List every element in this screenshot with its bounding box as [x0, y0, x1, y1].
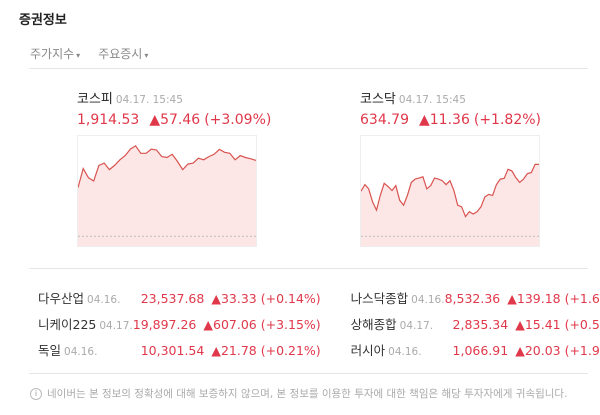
- index-date: 04.16.: [411, 294, 445, 306]
- page-title: 증권정보: [19, 13, 67, 28]
- index-change: ▲11.36: [419, 112, 470, 128]
- disclaimer-text: 네이버는 본 정보의 정확성에 대해 보증하지 않으며, 본 정보를 이용한 투…: [47, 388, 568, 400]
- index-date: 04.17.: [99, 320, 133, 332]
- list-item[interactable]: 니케이225 04.17. 19,897.26 ▲607.06 (+3.15%): [38, 314, 321, 333]
- world-index-list: 다우산업 04.16. 23,537.68 ▲33.33 (+0.14%) 나스닥종합…: [38, 288, 600, 359]
- kosdaq-card[interactable]: 코스닥 04.17. 15:45 634.79 ▲11.36 (+1.82%): [360, 88, 550, 247]
- index-value: 1,066.91: [452, 343, 509, 358]
- index-name: 독일: [38, 343, 62, 358]
- kospi-card[interactable]: 코스피 04.17. 15:45 1,914.53 ▲57.46 (+3.09%): [77, 88, 271, 247]
- index-value: 8,532.36: [444, 291, 501, 306]
- index-name: 나스닥종합: [350, 291, 409, 306]
- index-change: ▲139.18 (+1.66%): [507, 291, 600, 306]
- list-item[interactable]: 독일 04.16. 10,301.54 ▲21.78 (+0.21%): [38, 340, 321, 359]
- divider: [29, 68, 588, 69]
- index-date: 04.16.: [87, 294, 121, 306]
- chart-line: [78, 144, 256, 188]
- index-name: 코스닥: [360, 92, 396, 107]
- info-circle-icon: i: [30, 387, 42, 400]
- index-change: ▲607.06 (+3.15%): [203, 317, 321, 332]
- index-name: 다우산업: [38, 291, 85, 306]
- chart-area: [361, 164, 539, 246]
- index-value: 2,835.34: [452, 317, 509, 332]
- chart-area: [78, 145, 256, 246]
- index-value: 10,301.54: [140, 343, 205, 358]
- index-time: 04.17. 15:45: [115, 94, 183, 106]
- index-value: 634.79: [360, 112, 409, 128]
- tab-stock-index[interactable]: 주가지수 ▾: [30, 45, 80, 62]
- list-item[interactable]: 다우산업 04.16. 23,537.68 ▲33.33 (+0.14%): [38, 288, 321, 307]
- index-time: 04.17. 15:45: [398, 94, 466, 106]
- tab-major-markets[interactable]: 주요증시 ▾: [98, 45, 148, 62]
- index-change: ▲57.46: [149, 112, 201, 128]
- tab-bar: 주가지수 ▾ 주요증시 ▾: [30, 45, 148, 62]
- chart-line: [361, 163, 539, 218]
- index-date: 04.16.: [64, 346, 98, 358]
- index-change: ▲20.03 (+1.91%): [515, 343, 600, 358]
- tab-label: 주요증시: [98, 47, 143, 61]
- kospi-chart: [77, 135, 257, 247]
- index-value: 23,537.68: [140, 291, 205, 306]
- index-value: 1,914.53: [77, 112, 140, 128]
- index-date: 04.17.: [399, 320, 434, 332]
- index-date: 04.16.: [388, 346, 422, 358]
- tab-label: 주가지수: [30, 47, 75, 61]
- index-name: 니케이225: [38, 317, 97, 332]
- index-change: ▲21.78 (+0.21%): [211, 343, 321, 358]
- index-name: 상해종합: [350, 317, 397, 332]
- divider: [29, 268, 588, 269]
- index-change: ▲33.33 (+0.14%): [211, 291, 321, 306]
- index-name: 코스피: [77, 92, 113, 107]
- chevron-down-icon: ▾: [144, 51, 149, 60]
- disclaimer: i 네이버는 본 정보의 정확성에 대해 보증하지 않으며, 본 정보를 이용한 …: [30, 386, 567, 401]
- divider: [29, 373, 588, 374]
- index-name: 러시아: [350, 343, 386, 358]
- chevron-down-icon: ▾: [76, 51, 81, 60]
- index-value: 19,897.26: [132, 317, 197, 332]
- index-percent: (+1.82%): [473, 112, 541, 128]
- kosdaq-chart: [360, 135, 540, 247]
- index-percent: (+3.09%): [204, 112, 272, 128]
- index-change: ▲15.41 (+0.55%): [515, 317, 600, 332]
